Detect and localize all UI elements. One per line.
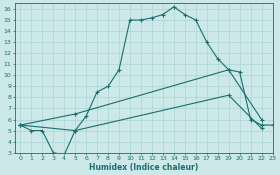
X-axis label: Humidex (Indice chaleur): Humidex (Indice chaleur) [89,163,198,172]
